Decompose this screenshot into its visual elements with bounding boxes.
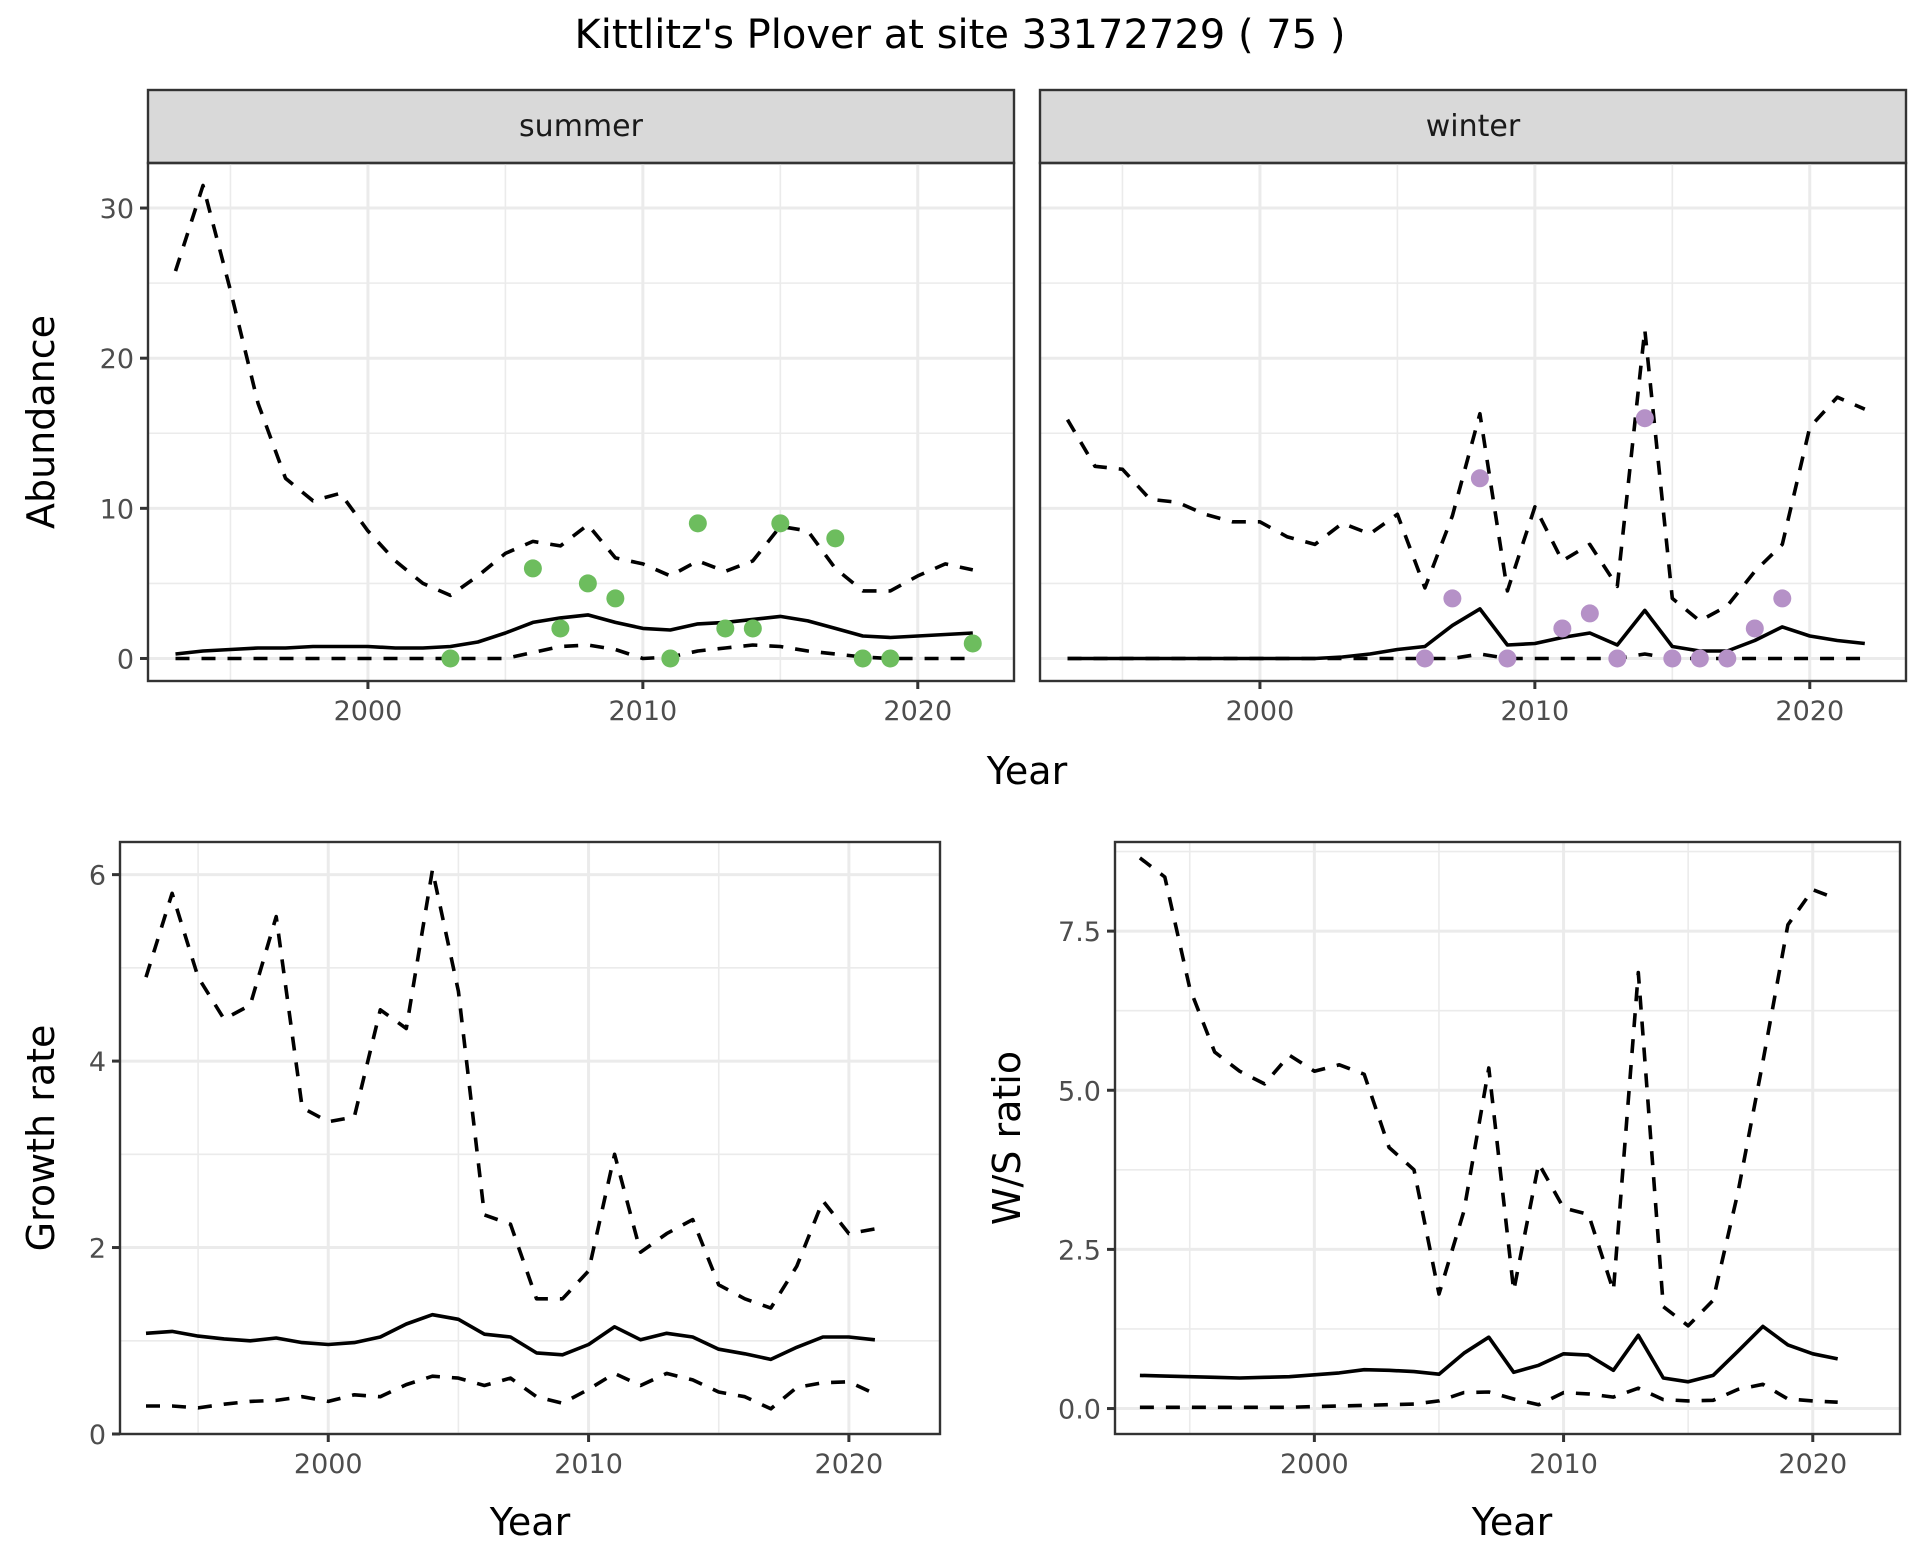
facet-label-winter: winter (1426, 109, 1521, 144)
x-tick-label: 2010 (554, 1449, 623, 1480)
observed-point (578, 574, 597, 593)
x-tick-label: 2020 (815, 1449, 884, 1480)
y-tick-label: 30 (100, 194, 134, 225)
observed-point (1580, 604, 1599, 623)
observed-point (1553, 619, 1572, 638)
panel-border (118, 840, 942, 1436)
gridlines (148, 163, 1014, 681)
panel-abundance-winter: winter 2000 2010 2020 (1038, 88, 1908, 727)
observed-point (1635, 409, 1654, 428)
observed-point (716, 619, 735, 638)
series-line-lower (1067, 652, 1865, 661)
series-line-lower (146, 1371, 876, 1411)
gridlines (120, 842, 940, 1436)
observed-point (661, 649, 680, 668)
series-line-mean (145, 1312, 876, 1362)
observed-point (1745, 619, 1764, 638)
gridlines (1040, 163, 1906, 681)
x-tick-label: 2020 (883, 696, 952, 727)
x-tick-label: 2020 (1778, 1449, 1847, 1480)
series-line-upper (1065, 327, 1866, 623)
x-axis-title-top: Year (986, 749, 1068, 793)
axis-group: 2000 2010 2020 0 10 20 30 (100, 194, 952, 727)
y-tick-label: 2.5 (1058, 1235, 1101, 1266)
axis-group: 2000 2010 2020 0 2 4 6 (89, 861, 883, 1480)
x-axis-title-growth-rate: Year (489, 1500, 571, 1544)
gridlines (1115, 842, 1900, 1434)
observed-point (743, 619, 762, 638)
observed-point (1608, 649, 1627, 668)
x-tick-label: 2020 (1775, 696, 1844, 727)
y-tick-label: 0 (89, 1420, 106, 1451)
observed-point (963, 634, 982, 653)
observed-point (441, 649, 460, 668)
observed-point (523, 559, 542, 578)
observed-point (1443, 589, 1462, 608)
x-tick-label: 2000 (334, 696, 403, 727)
figure-title: Kittlitz's Plover at site 33172729 ( 75 … (574, 12, 1345, 58)
observed-point (1663, 649, 1682, 668)
y-tick-label: 10 (100, 494, 134, 525)
y-tick-label: 5.0 (1058, 1076, 1101, 1107)
observed-point (688, 514, 707, 533)
series-line-lower (1139, 1382, 1838, 1410)
x-tick-label: 2010 (1500, 696, 1569, 727)
observed-point (771, 514, 790, 533)
panel-abundance-summer: summer 2000 2010 2020 0 10 20 30 (100, 88, 1016, 727)
panel-growth-rate: 2000 2010 2020 0 2 4 6 (89, 840, 942, 1480)
panel-ws-ratio: 2000 2010 2020 0.0 2.5 5.0 7.5 (1058, 840, 1902, 1480)
series-line-mean (1067, 607, 1865, 661)
y-axis-title-ws-ratio: W/S ratio (985, 1051, 1029, 1225)
series-line-upper (173, 183, 974, 598)
series-line-upper (144, 868, 876, 1310)
x-tick-label: 2000 (1280, 1449, 1349, 1480)
axis-group: 2000 2010 2020 (1226, 681, 1844, 727)
observed-point (881, 649, 900, 668)
axis-group: 2000 2010 2020 0.0 2.5 5.0 7.5 (1058, 917, 1847, 1480)
facet-strip-winter (1038, 88, 1908, 165)
series-group (144, 868, 876, 1411)
observed-point (1415, 649, 1434, 668)
y-tick-label: 2 (89, 1234, 106, 1265)
observed-point (551, 619, 570, 638)
y-tick-label: 4 (89, 1047, 106, 1078)
observed-point (826, 529, 845, 548)
x-tick-label: 2010 (608, 696, 677, 727)
series-line-upper (1138, 856, 1839, 1328)
y-tick-label: 0.0 (1058, 1395, 1101, 1426)
y-tick-label: 0 (117, 644, 134, 675)
panel-border (146, 161, 1016, 683)
y-tick-label: 6 (89, 861, 106, 892)
series-group (1138, 856, 1839, 1410)
panel-border (1038, 161, 1908, 683)
series-line-lower (175, 643, 973, 661)
series-line-mean (1139, 1324, 1839, 1384)
series-group (173, 183, 982, 668)
observed-point (1470, 469, 1489, 488)
x-tick-label: 2010 (1529, 1449, 1598, 1480)
y-axis-title-growth-rate: Growth rate (19, 1025, 63, 1252)
facet-label-summer: summer (519, 109, 644, 144)
observed-point (1690, 649, 1709, 668)
observed-point (853, 649, 872, 668)
observed-point (1718, 649, 1737, 668)
series-group (1065, 327, 1866, 668)
y-tick-label: 7.5 (1058, 917, 1101, 948)
observed-point (1498, 649, 1517, 668)
y-axis-title-abundance: Abundance (19, 315, 63, 529)
observed-point (606, 589, 625, 608)
x-tick-label: 2000 (1226, 696, 1295, 727)
x-tick-label: 2000 (294, 1449, 363, 1480)
x-axis-title-ws-ratio: Year (1471, 1500, 1553, 1544)
panel-border (1113, 840, 1902, 1436)
series-line-mean (175, 613, 973, 656)
observed-point (1773, 589, 1792, 608)
facet-strip-summer (146, 88, 1016, 165)
y-tick-label: 20 (100, 344, 134, 375)
